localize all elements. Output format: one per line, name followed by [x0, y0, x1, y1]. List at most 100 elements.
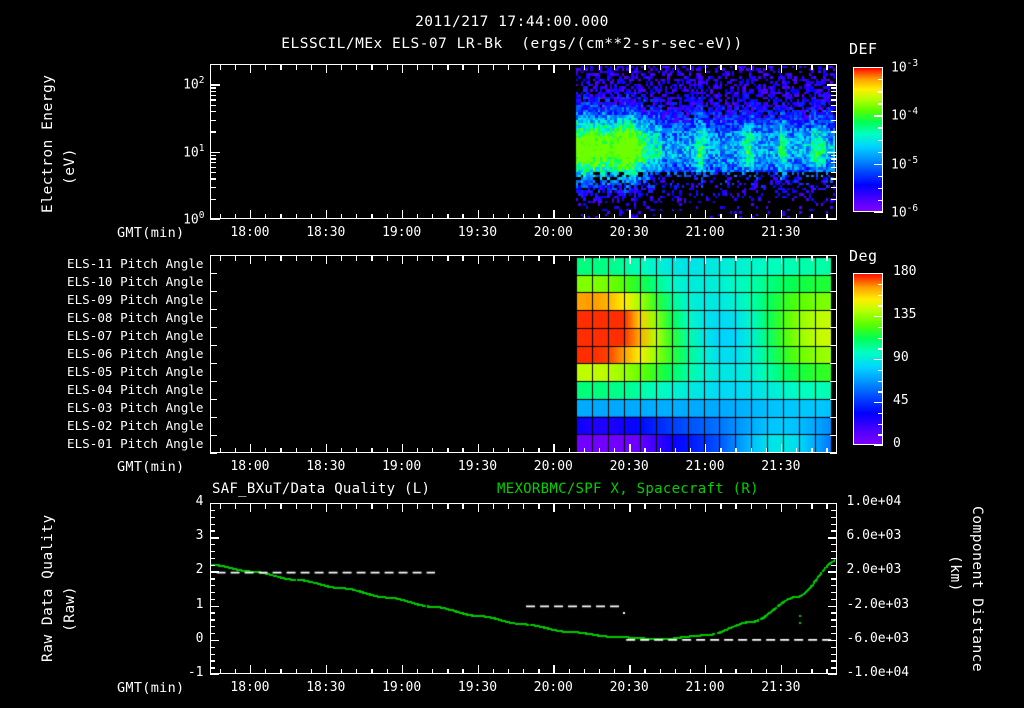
xtick: [416, 447, 419, 453]
xtick: [614, 64, 616, 70]
xtick: [811, 503, 813, 509]
xtick: [310, 447, 312, 453]
xtick: [432, 503, 434, 509]
xtick: [598, 668, 601, 674]
xtick: [507, 668, 510, 674]
xtick-label: 18:00: [230, 459, 270, 474]
xtick-label: 18:30: [306, 680, 346, 695]
xtick: [416, 255, 419, 261]
cbar-tick: [874, 67, 883, 69]
ytick-label: 102: [183, 75, 205, 93]
cbar-label: 0: [893, 436, 901, 451]
ytick: [209, 186, 216, 189]
ytick-label: 101: [183, 142, 205, 160]
xtick: [538, 503, 540, 509]
xtick: [735, 64, 737, 70]
xtick: [416, 213, 419, 219]
xtick: [614, 255, 616, 261]
ytick: [830, 171, 837, 174]
xtick-label: 21:30: [761, 680, 801, 695]
ytick: [830, 119, 837, 121]
xtick: [765, 64, 768, 70]
ytick: [209, 417, 217, 419]
xtick: [583, 64, 586, 70]
xtick: [705, 665, 707, 674]
deg-colorbar-title: Deg: [849, 247, 878, 265]
ytick: [831, 557, 837, 560]
xtick: [295, 668, 297, 674]
xtick: [568, 213, 570, 219]
xtick: [780, 444, 783, 453]
xtick: [325, 503, 328, 512]
xtick: [689, 447, 692, 453]
cbar-tick: [874, 359, 883, 361]
ytick: [209, 381, 217, 383]
xtick: [432, 668, 434, 674]
xtick: [523, 255, 525, 261]
ytick: [831, 564, 837, 566]
xtick: [644, 213, 646, 219]
ytick: [830, 111, 837, 113]
ytick: [830, 87, 837, 89]
xtick: [310, 255, 312, 261]
ytick: [209, 667, 215, 669]
xtick: [356, 255, 358, 261]
xtick: [538, 213, 540, 219]
ytick: [209, 111, 216, 113]
ytick: [209, 646, 215, 648]
xtick: [750, 503, 752, 509]
xtick: [598, 213, 601, 219]
ytick: [831, 509, 837, 512]
page-title-datetime: 2011/217 17:44:00.000: [415, 14, 609, 30]
xtick: [705, 444, 707, 453]
xtick-label: 20:00: [533, 225, 573, 240]
ytick: [831, 626, 837, 628]
xtick: [674, 64, 677, 70]
ytick: [209, 453, 217, 455]
ytick: [209, 363, 217, 365]
xtick: [811, 668, 813, 674]
xtick: [705, 210, 707, 219]
xtick: [796, 64, 798, 70]
xtick: [310, 213, 312, 219]
ytick: [829, 291, 837, 293]
ytick: [830, 162, 837, 164]
xtick: [720, 255, 722, 261]
bottom-panel-header-left: SAF_BXuT/Data Quality (L): [212, 481, 431, 497]
xtick: [310, 668, 312, 674]
cbar-label: 45: [893, 393, 909, 408]
cbar-tick: [874, 316, 883, 318]
xtick: [477, 255, 479, 264]
xtick-label: 21:00: [685, 225, 725, 240]
xtick: [310, 503, 312, 509]
xtick: [341, 668, 343, 674]
xtick: [765, 503, 768, 509]
xtick: [523, 447, 525, 453]
xtick: [280, 255, 282, 261]
xtick: [796, 447, 798, 453]
cbar-tick: [878, 380, 883, 382]
ytick: [209, 131, 216, 133]
xtick: [386, 213, 388, 219]
ytick: [830, 178, 837, 180]
xtick: [629, 444, 631, 453]
ytick: [209, 64, 216, 66]
ytick: [209, 550, 215, 553]
xtick: [341, 447, 343, 453]
xtick: [568, 64, 570, 70]
xtick: [401, 64, 403, 73]
cbar-tick: [878, 423, 883, 425]
xtick: [796, 213, 798, 219]
bottom-ylabel-left-line1: Raw Data Quality: [40, 514, 56, 662]
ytick: [826, 219, 837, 221]
xtick: [568, 503, 570, 509]
xtick-label: 21:00: [685, 459, 725, 474]
cbar-tick: [878, 79, 883, 81]
cbar-tick: [878, 187, 883, 190]
xtick: [826, 668, 828, 674]
xtick: [432, 213, 434, 219]
ytick: [827, 503, 837, 505]
xtick: [386, 64, 388, 70]
xtick: [614, 668, 616, 674]
bottom-panel-header-right: MEXORBMC/SPF X, Spacecraft (R): [497, 481, 759, 497]
